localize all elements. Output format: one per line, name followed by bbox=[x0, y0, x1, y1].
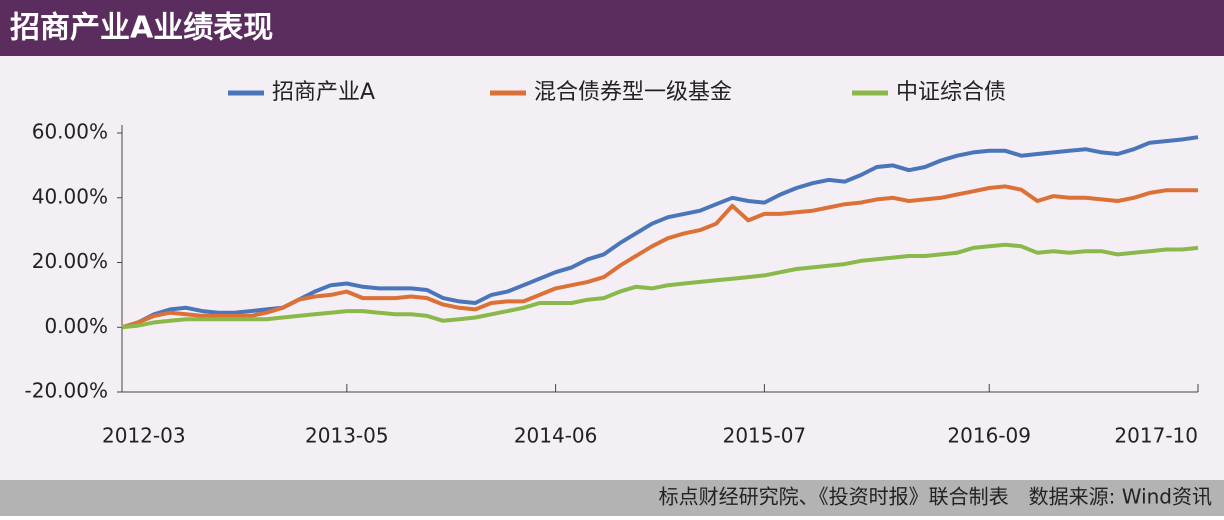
x-tick-label: 2016-09 bbox=[947, 424, 1031, 448]
legend-label: 招商产业A bbox=[272, 80, 375, 105]
y-tick-label: 60.00% bbox=[32, 120, 108, 144]
y-tick-label: 20.00% bbox=[32, 249, 108, 273]
y-tick-label: -20.00% bbox=[25, 379, 108, 403]
legend-label: 中证综合债 bbox=[896, 80, 1006, 105]
series-line bbox=[121, 184, 1198, 330]
series-line bbox=[121, 242, 1199, 330]
footer-bar bbox=[0, 480, 1224, 516]
chart-title: 招商产业A业绩表现 bbox=[10, 11, 273, 46]
x-tick-label: 2012-03 bbox=[102, 424, 186, 448]
x-tick-label: 2017-10 bbox=[1114, 424, 1198, 448]
source-note: 标点财经研究院、《投资时报》联合制表 数据来源: Wind资讯 bbox=[659, 485, 1212, 509]
y-tick-label: 0.00% bbox=[44, 314, 108, 338]
x-tick-label: 2015-07 bbox=[723, 424, 807, 448]
y-tick-label: 40.00% bbox=[32, 184, 108, 208]
title-bar bbox=[0, 0, 1224, 56]
x-tick-label: 2013-05 bbox=[305, 424, 389, 448]
legend-label: 混合债券型一级基金 bbox=[534, 80, 732, 105]
x-tick-label: 2014-06 bbox=[514, 424, 598, 448]
